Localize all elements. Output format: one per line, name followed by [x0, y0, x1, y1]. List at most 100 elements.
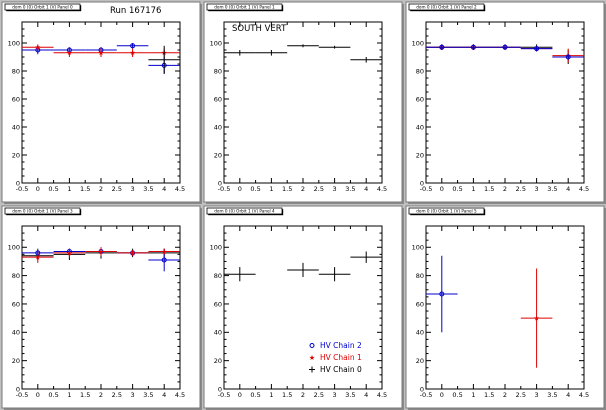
- legend-entry: ★ HV Chain 1: [309, 353, 362, 362]
- x-tick-label: 0: [440, 185, 444, 193]
- y-tick-label: 60: [12, 95, 20, 103]
- y-tick-label: 100: [8, 244, 20, 252]
- y-tick-label: 20: [416, 151, 424, 159]
- x-tick-label: 3.5: [547, 391, 557, 399]
- y-tick-label: 60: [214, 95, 222, 103]
- circle-marker: [439, 291, 445, 297]
- circle-marker: [502, 44, 508, 50]
- star-marker: ★: [66, 249, 72, 257]
- x-tick-label: 2.5: [314, 185, 324, 193]
- legend-label: HV Chain 2: [320, 341, 362, 350]
- data-point: [426, 44, 458, 50]
- y-tick-label: 100: [210, 39, 222, 47]
- x-tick-label: 0: [440, 391, 444, 399]
- pad-title-box: [4, 207, 81, 215]
- x-tick-label: 2: [503, 391, 507, 399]
- data-point: [520, 45, 553, 52]
- legend-label: HV Chain 0: [320, 365, 362, 374]
- y-tick-label: 100: [412, 39, 424, 47]
- pad-bottom-middle: dom 0 (0) Orbit 1 (V) Panel 4-0.5 0 0.5 1 1.…: [203, 205, 404, 410]
- x-tick-label: 1: [67, 391, 71, 399]
- pad-title-box: [206, 207, 283, 215]
- x-tick-label: 2: [301, 391, 305, 399]
- y-tick-label: 60: [416, 300, 424, 308]
- data-point: ★: [116, 48, 149, 57]
- x-tick-label: 3: [131, 391, 135, 399]
- star-marker: ★: [35, 44, 41, 52]
- y-tick-label: 80: [416, 272, 424, 280]
- data-point: [350, 57, 382, 63]
- x-tick-label: 2.5: [112, 391, 122, 399]
- circle-marker: [161, 257, 167, 263]
- y-tick-label: 80: [214, 67, 222, 75]
- pad-title-box: [408, 3, 485, 11]
- pad-frame: [405, 205, 605, 409]
- y-tick-label: 100: [8, 39, 20, 47]
- pad-title: dom 0 (0) Orbit 1 (V) Panel 5: [416, 208, 477, 213]
- pad-frame: [1, 1, 201, 203]
- y-tick-label: 40: [12, 329, 20, 337]
- data-point: [287, 262, 319, 278]
- legend-circle-marker: [309, 343, 315, 348]
- x-tick-label: 1.5: [484, 391, 494, 399]
- pad-frame: [1, 205, 201, 409]
- circle-marker: [470, 44, 476, 50]
- star-marker: ★: [129, 49, 135, 57]
- x-tick-label: 4: [162, 185, 166, 193]
- x-tick-label: -0.5: [420, 185, 433, 193]
- y-tick-label: 40: [12, 123, 20, 131]
- pad-title: dom 0 (0) Orbit 1 (V) Panel 2: [416, 4, 477, 9]
- star-marker: ★: [533, 315, 539, 323]
- data-point: ★: [22, 44, 54, 52]
- x-tick-label: 1: [67, 185, 71, 193]
- pad-title-box: [408, 207, 485, 215]
- y-tick-label: 60: [416, 95, 424, 103]
- y-tick-label: 40: [214, 329, 222, 337]
- pad-title: dom 0 (0) Orbit 1 (V) Panel 4: [214, 208, 275, 213]
- star-marker: ★: [35, 254, 41, 262]
- x-tick-label: 0.5: [250, 185, 260, 193]
- x-tick-label: 1.5: [80, 391, 90, 399]
- y-tick-label: 0: [218, 385, 222, 393]
- x-tick-label: 2.5: [314, 391, 324, 399]
- y-tick-label: 40: [214, 123, 222, 131]
- x-tick-label: 0: [238, 391, 242, 399]
- data-point: [287, 44, 319, 48]
- x-tick-label: 3: [535, 391, 539, 399]
- pad-title: dom 0 (0) Orbit 1 (V) Panel 0: [12, 4, 73, 9]
- y-tick-label: 80: [12, 67, 20, 75]
- data-point: ★: [85, 48, 117, 57]
- y-tick-label: 80: [214, 272, 222, 280]
- x-tick-label: -0.5: [420, 391, 433, 399]
- x-tick-label: 2: [503, 185, 507, 193]
- x-tick-label: 1: [471, 185, 475, 193]
- pad-top-middle: dom 0 (0) Orbit 1 (V) Panel 1 SOUTH VERT -…: [203, 1, 404, 204]
- star-marker: ★: [98, 248, 104, 256]
- data-point: [457, 44, 490, 50]
- y-tick-label: 80: [12, 272, 20, 280]
- x-tick-label: 4: [162, 391, 166, 399]
- data-point: [148, 45, 180, 74]
- y-tick-label: 0: [420, 385, 424, 393]
- x-tick-label: 3.5: [143, 185, 153, 193]
- star-marker: ★: [98, 49, 104, 57]
- x-tick-label: 1: [471, 391, 475, 399]
- x-tick-label: 3.5: [345, 185, 355, 193]
- pad-top-left: dom 0 (0) Orbit 1 (V) Panel 0 Run 167176 -…: [1, 1, 202, 204]
- x-tick-label: 3.5: [547, 185, 557, 193]
- data-point: [224, 50, 256, 56]
- x-tick-label: 4.5: [579, 185, 589, 193]
- pad-bottom-right: dom 0 (0) Orbit 1 (V) Panel 5-0.5 0 0.5 1 1.…: [405, 205, 606, 410]
- y-tick-label: 20: [214, 151, 222, 159]
- x-tick-label: 0: [36, 185, 40, 193]
- x-tick-label: 4: [364, 391, 368, 399]
- x-tick-label: 3.5: [345, 391, 355, 399]
- x-tick-label: -0.5: [218, 391, 231, 399]
- x-tick-label: -0.5: [218, 185, 231, 193]
- x-tick-label: 3: [333, 185, 337, 193]
- x-tick-label: 1.5: [80, 185, 90, 193]
- x-tick-label: 4.5: [175, 391, 185, 399]
- x-tick-label: 4.5: [377, 391, 387, 399]
- x-tick-label: 4.5: [175, 185, 185, 193]
